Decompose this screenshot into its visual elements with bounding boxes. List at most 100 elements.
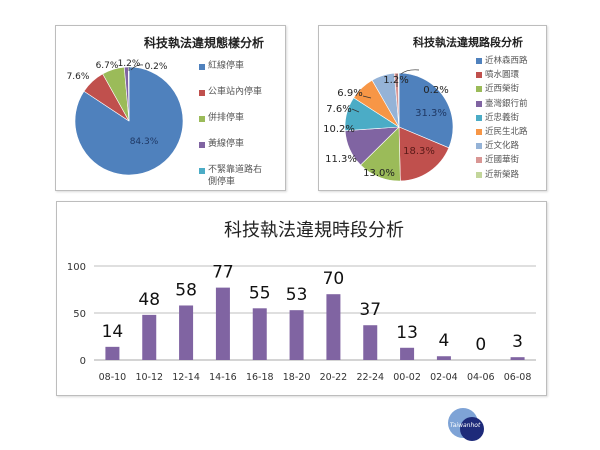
legend-label: 側停車 <box>208 177 236 187</box>
x-tick-label: 00-02 <box>393 372 421 383</box>
road-segment-pie-legend: 近林森西路噴水圓環 近西榮街 臺灣銀行前 近忠義街近民生北路近文化路近國華街近新榮路 <box>476 54 528 182</box>
legend-item: 臺灣銀行前 <box>476 97 528 111</box>
pie-data-label: 7.6% <box>67 72 90 82</box>
violation-type-pie-title: 科技執法違規態樣分析 <box>144 36 265 50</box>
legend-label: 近民生北路 <box>485 127 528 138</box>
legend-item: 近忠義街 <box>476 111 528 125</box>
legend-swatch <box>476 171 482 178</box>
pie-data-label: 0.2% <box>145 62 168 72</box>
bar-data-label: 70 <box>323 269 345 289</box>
logo-icon: Taiwanhot <box>448 408 484 441</box>
x-tick-label: 06-08 <box>504 372 532 383</box>
pie-data-label: 10.2% <box>323 124 355 135</box>
violation-type-pie-chart: 84.3% 7.6% 6.7% 1.2% 0.2% <box>67 59 184 176</box>
legend-swatch <box>476 157 482 164</box>
time-period-bar-chart: 0 50 100 14 08-10 48 10-12 58 12-14 77 14-16 55 16-1… <box>67 262 536 383</box>
legend-swatch <box>476 129 482 136</box>
legend-label: 不緊靠道路右 <box>208 165 263 175</box>
legend-swatch <box>476 86 482 93</box>
bar-data-label: 14 <box>102 322 124 342</box>
y-tick-label: 0 <box>80 356 86 367</box>
x-tick-label: 12-14 <box>172 372 200 383</box>
x-tick-label: 08-10 <box>99 372 127 383</box>
legend-label: 近文化路 <box>485 141 520 152</box>
svg-text:Taiwanhot: Taiwanhot <box>450 422 481 429</box>
bar-data-label: 37 <box>359 300 381 320</box>
legend-swatch <box>476 100 482 107</box>
pie-slice <box>398 72 454 149</box>
pie-slice <box>398 72 400 128</box>
taiwanhot-logo: Taiwanhot <box>445 405 495 449</box>
legend-item: 近民生北路 <box>476 125 528 139</box>
bar <box>289 310 304 360</box>
legend-item: 併排停車 <box>199 113 244 124</box>
pie-data-label: 7.6% <box>326 104 351 115</box>
legend-swatch <box>476 72 482 79</box>
pie-data-label: 13.0% <box>363 168 395 179</box>
bar-data-label: 53 <box>286 285 308 305</box>
legend-swatch <box>199 116 205 122</box>
x-tick-label: 16-18 <box>246 372 274 383</box>
x-tick-label: 20-22 <box>320 372 348 383</box>
x-tick-label: 10-12 <box>135 372 163 383</box>
time-period-bar-title: 科技執法違規時段分析 <box>224 220 404 241</box>
pie-data-label: 11.3% <box>325 154 357 165</box>
bar <box>510 357 525 360</box>
pie-data-label: 18.3% <box>403 146 435 157</box>
road-segment-pie-panel: 科技執法違規路段分析 31.3% 18.3% 13.0% 11.3% 10.2% 7.6%… <box>318 25 547 191</box>
bar <box>105 346 120 360</box>
legend-swatch <box>199 168 205 174</box>
legend-swatch <box>199 64 205 70</box>
road-segment-pie-title: 科技執法違規路段分析 <box>413 36 523 49</box>
legend-item: 近文化路 <box>476 139 528 153</box>
legend-swatch <box>476 143 482 150</box>
legend-swatch <box>476 58 482 64</box>
violation-type-pie-panel: 科技執法違規態樣分析 84.3% 7.6% 6.7% 1.2% 0.2% 紅線停車公車站… <box>55 25 286 191</box>
bar <box>252 308 267 360</box>
pie-data-label: 1.2% <box>118 59 141 69</box>
x-tick-label: 22-24 <box>356 372 384 383</box>
bar-data-label: 13 <box>396 323 418 343</box>
pie-data-label: 6.7% <box>96 61 119 71</box>
legend-item: 近林森西路 <box>476 54 528 68</box>
legend-item: 近西榮街 <box>476 82 528 96</box>
legend-item: 紅線停車 <box>199 61 244 72</box>
pie-slice <box>398 126 450 182</box>
legend-label: 近國華街 <box>485 155 520 166</box>
pie-data-label: 0.2% <box>423 85 448 96</box>
legend-item: 不緊靠道路右 <box>199 165 262 176</box>
bar <box>363 325 378 360</box>
legend-item: 噴水圓環 <box>476 68 528 82</box>
legend-label: 黃線停車 <box>208 139 245 149</box>
bar-data-label: 77 <box>212 263 234 283</box>
x-tick-label: 18-20 <box>283 372 311 383</box>
bar <box>326 294 341 360</box>
legend-item: 側停車 <box>199 177 235 188</box>
bar-data-label: 3 <box>512 332 523 352</box>
legend-swatch <box>199 142 205 148</box>
bar <box>142 314 157 360</box>
legend-label: 公車站內停車 <box>208 87 263 97</box>
y-tick-label: 50 <box>73 309 86 320</box>
bar-data-label: 4 <box>439 331 450 351</box>
legend-label: 紅線停車 <box>208 61 245 71</box>
bar-data-label: 0 <box>475 335 486 355</box>
pie-data-label: 84.3% <box>130 137 159 147</box>
legend-swatch <box>199 180 205 186</box>
y-tick-label: 100 <box>67 262 86 273</box>
pie-data-label: 6.9% <box>337 88 362 99</box>
legend-label: 併排停車 <box>208 113 245 123</box>
bar <box>179 305 194 360</box>
legend-label: 近新榮路 <box>485 169 520 180</box>
legend-label: 近林森西路 <box>485 56 528 66</box>
legend-swatch <box>476 114 482 121</box>
bar-data-label: 55 <box>249 283 271 303</box>
legend-item: 公車站內停車 <box>199 87 262 98</box>
legend-label: 近忠義街 <box>485 112 520 123</box>
x-tick-label: 04-06 <box>467 372 495 383</box>
legend-item: 近新榮路 <box>476 168 528 182</box>
bar-data-label: 58 <box>175 280 197 300</box>
bar-data-label: 48 <box>138 290 160 310</box>
legend-label: 噴水圓環 <box>485 70 520 81</box>
legend-item: 近國華街 <box>476 153 528 167</box>
